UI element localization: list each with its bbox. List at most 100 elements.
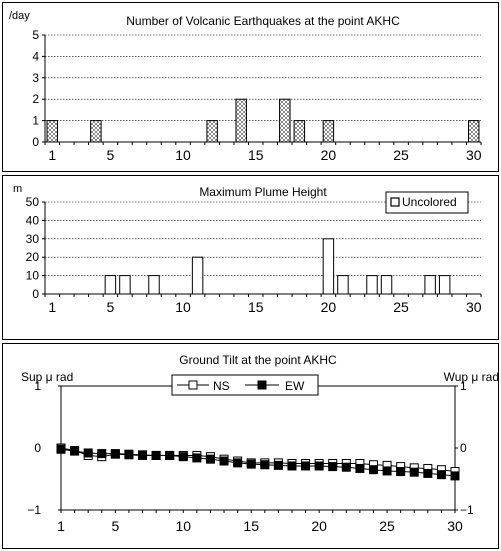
plume-chart-panel: Maximum Plume Height m 0 10 20 30 40 50 1 5 10 15 20… xyxy=(2,175,499,340)
bar xyxy=(337,275,349,295)
tilt-chart-panel: Ground Tilt at the point AKHC Sup μ rad Wu… xyxy=(2,343,499,549)
legend: Uncolored xyxy=(385,191,469,214)
y-tick-label: 0 xyxy=(32,135,39,149)
bar xyxy=(235,98,247,143)
series-point-ew xyxy=(246,459,256,469)
plot-area xyxy=(60,385,456,511)
series-point-ew xyxy=(273,460,283,470)
series-point-ew xyxy=(341,462,351,472)
x-tick-label: 5 xyxy=(111,518,119,534)
series-point-ew xyxy=(192,453,202,463)
series-point-ew xyxy=(382,466,392,476)
x-tick-label: 15 xyxy=(248,299,264,315)
legend: NS EW xyxy=(171,374,319,396)
x-tick-label: 30 xyxy=(447,518,463,534)
x-tick-label: 15 xyxy=(243,518,259,534)
chart-title: Ground Tilt at the point AKHC xyxy=(179,353,337,367)
x-tick-label: 15 xyxy=(248,147,264,163)
series-point-ew xyxy=(287,461,297,471)
chart-title: Maximum Plume Height xyxy=(199,185,327,199)
x-tick-label: 20 xyxy=(311,518,327,534)
bar xyxy=(191,256,204,295)
legend-box xyxy=(385,191,469,214)
series-point-ew xyxy=(97,449,107,459)
series-point-ew xyxy=(423,468,433,478)
y-tick-label: 4 xyxy=(32,49,39,63)
x-tick-label: 30 xyxy=(466,147,482,163)
y-tick-label: 40 xyxy=(26,213,40,227)
bar xyxy=(46,120,58,143)
y-tick-label: 10 xyxy=(26,269,40,283)
chart-title: Number of Volcanic Earthquakes at the po… xyxy=(126,14,400,28)
x-tick-label: 10 xyxy=(175,518,191,534)
series-point-ew xyxy=(138,450,148,460)
bar xyxy=(438,275,451,295)
y-tick-label: 50 xyxy=(26,195,40,209)
y-axis-label: /day xyxy=(9,10,30,22)
series-point-ew xyxy=(314,461,324,471)
series-point-ew xyxy=(328,462,338,472)
y-tick-label: 5 xyxy=(32,28,39,42)
bar xyxy=(322,120,335,143)
x-tick-label: 1 xyxy=(48,147,56,163)
x-tick-label: 5 xyxy=(107,299,115,315)
series-point-ew xyxy=(165,450,175,460)
legend-label-ew: EW xyxy=(285,379,305,393)
bar xyxy=(468,120,480,143)
bar xyxy=(90,120,102,143)
legend-label: Uncolored xyxy=(402,195,457,209)
y-axis-label-left: Sup μ rad xyxy=(21,370,73,384)
x-tick-label: 10 xyxy=(175,299,191,315)
series-point-ew xyxy=(110,449,120,459)
y-tick-label-left: −1 xyxy=(27,503,41,517)
y-tick-label: 20 xyxy=(26,250,40,264)
x-tick-label: 5 xyxy=(107,147,115,163)
series-point-ew xyxy=(205,454,215,464)
series-point-ew xyxy=(436,470,446,480)
bar xyxy=(206,120,218,143)
legend-marker-ew xyxy=(257,380,267,390)
y-tick-label-left: 1 xyxy=(34,379,41,393)
earthquake-chart-panel: Number of Volcanic Earthquakes at the po… xyxy=(2,2,499,172)
bar xyxy=(293,120,306,143)
x-tick-label: 30 xyxy=(466,299,482,315)
series-point-ew xyxy=(260,460,270,470)
y-tick-label-left: 0 xyxy=(34,441,41,455)
legend-label-ns: NS xyxy=(213,379,230,393)
legend-marker-ns xyxy=(188,380,198,390)
x-tick-label: 10 xyxy=(175,147,191,163)
x-tick-label: 25 xyxy=(393,299,409,315)
bar xyxy=(322,238,335,295)
x-tick-label: 20 xyxy=(321,299,337,315)
y-tick-label-right: −1 xyxy=(460,503,474,517)
bar xyxy=(424,275,436,295)
series-point-ew xyxy=(151,450,161,460)
y-axis-label-right: Wup μ rad xyxy=(444,370,499,384)
series-point-ew xyxy=(368,465,378,475)
y-tick-label: 0 xyxy=(32,287,39,301)
bar xyxy=(148,275,160,295)
bar xyxy=(366,275,378,295)
x-tick-label: 1 xyxy=(57,518,65,534)
y-tick-label: 30 xyxy=(26,232,40,246)
y-tick-label: 3 xyxy=(32,71,39,85)
earthquake-chart: Number of Volcanic Earthquakes at the po… xyxy=(9,10,482,163)
series-line-ns xyxy=(60,447,456,473)
y-tick-label-right: 0 xyxy=(460,441,467,455)
series-point-ew xyxy=(178,452,188,462)
legend-swatch xyxy=(390,197,400,207)
x-tick-label: 20 xyxy=(321,147,337,163)
x-tick-label: 25 xyxy=(379,518,395,534)
bar xyxy=(279,98,291,143)
x-tick-label: 1 xyxy=(48,299,56,315)
series-point-ew xyxy=(219,456,229,466)
series-point-ew xyxy=(301,461,311,471)
y-axis-label: m xyxy=(13,183,22,195)
series-point-ew xyxy=(124,449,134,459)
series-point-ew xyxy=(355,463,365,473)
y-tick-label-right: 1 xyxy=(460,379,467,393)
x-tick-label: 25 xyxy=(393,147,409,163)
series-point-ew xyxy=(450,471,460,481)
bar xyxy=(380,275,393,295)
